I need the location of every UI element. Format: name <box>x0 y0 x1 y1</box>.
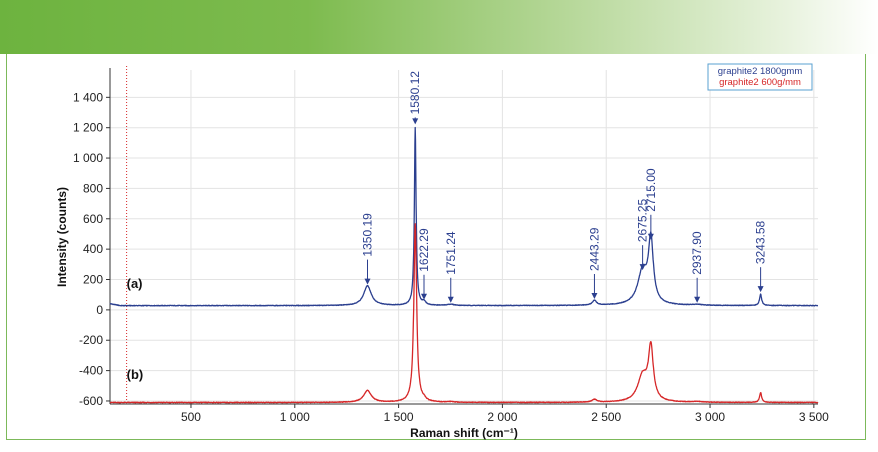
grid-lines <box>110 66 818 404</box>
peak-label: 2715.00 <box>644 168 658 212</box>
x-tick-label: 3 000 <box>695 410 725 424</box>
y-tick-label: -600 <box>79 394 103 408</box>
peak-label: 1580.12 <box>408 71 422 115</box>
peak-label: 3243.58 <box>754 220 768 264</box>
y-tick-label: 1 400 <box>73 90 103 104</box>
annotation-arrowhead <box>647 233 654 240</box>
peak-label: 1751.24 <box>444 231 458 275</box>
y-tick-label: 0 <box>96 303 103 317</box>
x-axis-title: Raman shift (cm⁻¹) <box>410 426 518 440</box>
legend-box <box>707 63 813 91</box>
legend-entry: graphite2 600g/mm <box>719 77 801 88</box>
y-tick-label: -200 <box>79 333 103 347</box>
curve-label-2: (b) <box>127 367 144 382</box>
x-tick-label: 2 500 <box>591 410 621 424</box>
x-tick-label: 2 000 <box>487 410 517 424</box>
y-tick-label: 1 000 <box>73 151 103 165</box>
annotation-arrowhead <box>364 278 371 285</box>
legend-entry: graphite2 1800gmm <box>718 66 803 77</box>
y-tick-label: 400 <box>83 242 103 256</box>
annotation-arrowhead <box>694 296 701 303</box>
annotation-arrowhead <box>447 296 454 303</box>
series-line-2 <box>109 223 819 404</box>
x-tick-label: 500 <box>181 410 201 424</box>
annotation-arrowhead <box>420 293 427 300</box>
annotation-arrowhead <box>591 293 598 300</box>
series-layer: (a) (b) <box>109 126 819 404</box>
annotation-arrowhead <box>757 286 764 293</box>
y-tick-label: 800 <box>83 181 103 195</box>
axes: 500 1 000 1 500 2 000 2 500 3 000 3 500 1 400 1 … <box>73 68 829 424</box>
y-tick-label: -400 <box>79 364 103 378</box>
peak-label: 1350.19 <box>360 213 374 257</box>
peak-label: 2443.29 <box>587 227 601 271</box>
peak-label: 2675.25 <box>636 198 650 242</box>
curve-label-1: (a) <box>127 276 143 291</box>
peak-annotations: 1350.19 1580.12 1622.29 1751.24 2443.29 2675.… <box>360 71 768 303</box>
peak-label: 2937.90 <box>690 231 704 275</box>
annotation-arrowhead <box>639 264 646 271</box>
y-tick-label: 1 200 <box>73 121 103 135</box>
x-tick-label: 3 500 <box>799 410 829 424</box>
y-tick-label: 600 <box>83 212 103 226</box>
annotation-arrowhead <box>412 118 419 125</box>
series-line-1 <box>109 126 819 307</box>
x-tick-label: 1 000 <box>280 410 310 424</box>
y-tick-label: 200 <box>83 273 103 287</box>
chart-frame <box>6 54 866 440</box>
y-axis-title: Intensity (counts) <box>55 187 69 287</box>
header-banner <box>0 0 878 54</box>
x-tick-label: 1 500 <box>384 410 414 424</box>
peak-label: 1622.29 <box>417 228 431 272</box>
